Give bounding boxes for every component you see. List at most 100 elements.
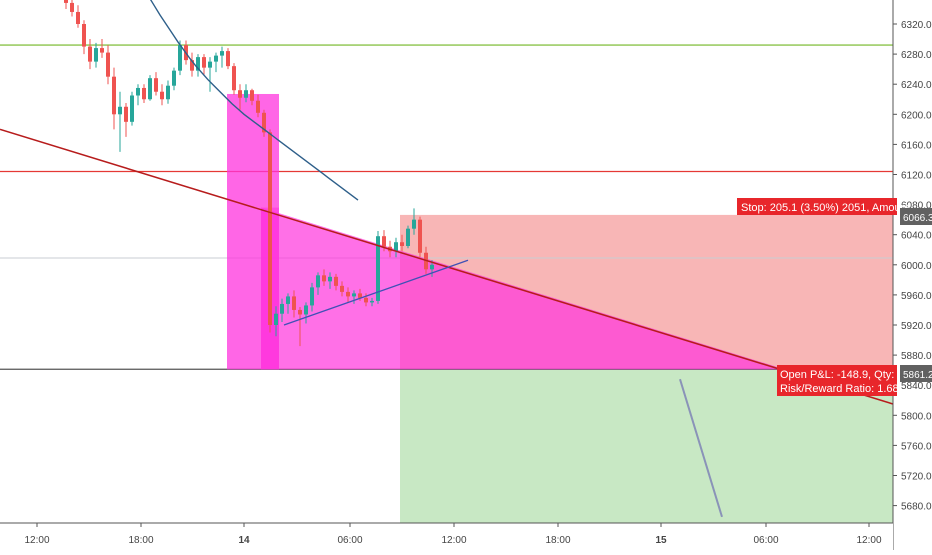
candle-body bbox=[340, 285, 344, 292]
x-tick-label: 15 bbox=[655, 535, 667, 546]
candle-body bbox=[70, 2, 74, 12]
candle-body bbox=[220, 51, 224, 56]
candle-body bbox=[244, 90, 248, 98]
candle-body bbox=[214, 55, 218, 62]
candle-body bbox=[250, 90, 254, 101]
candle-body bbox=[418, 219, 422, 253]
candle-body bbox=[400, 242, 404, 246]
candle-body bbox=[238, 90, 242, 98]
stop-label: Stop: 205.1 (3.50%) 2051, Amount bbox=[741, 202, 910, 214]
y-axis-background bbox=[893, 0, 932, 550]
candle-body bbox=[190, 60, 194, 71]
candle-body bbox=[88, 46, 92, 62]
candle-body bbox=[232, 66, 236, 91]
candle-body bbox=[406, 228, 410, 246]
candle-body bbox=[178, 45, 182, 71]
candle-body bbox=[268, 132, 272, 325]
candle-body bbox=[100, 48, 104, 53]
downtrend-line bbox=[0, 128, 894, 405]
entry-price-badge bbox=[900, 365, 932, 382]
candle-body bbox=[142, 87, 146, 100]
candle-body bbox=[196, 57, 200, 71]
x-tick-label: 14 bbox=[238, 535, 250, 546]
y-tick-label: 5920.0 bbox=[901, 321, 932, 332]
y-tick-label: 6320.0 bbox=[901, 20, 932, 31]
candle-body bbox=[154, 78, 158, 92]
candle-body bbox=[76, 11, 80, 24]
rr-label: Risk/Reward Ratio: 1.68 bbox=[780, 383, 899, 395]
support-line bbox=[283, 259, 469, 326]
x-tick-label: 06:00 bbox=[753, 535, 778, 546]
candle-body bbox=[262, 112, 266, 133]
candle-body bbox=[328, 276, 332, 282]
candle-body bbox=[118, 106, 122, 115]
candle-body bbox=[370, 300, 374, 303]
candle-body bbox=[352, 293, 356, 297]
stop-price-badge bbox=[900, 208, 932, 225]
x-tick-label: 18:00 bbox=[545, 535, 570, 546]
candle-body bbox=[310, 287, 314, 306]
candle-body bbox=[286, 296, 290, 304]
candle-body bbox=[160, 91, 164, 100]
candle-body bbox=[298, 309, 302, 315]
y-tick-label: 6000.0 bbox=[901, 261, 932, 272]
candle-body bbox=[334, 276, 338, 286]
y-tick-label: 5960.0 bbox=[901, 291, 932, 302]
y-tick-label: 5800.0 bbox=[901, 411, 932, 422]
candle-body bbox=[94, 48, 98, 62]
candle-body bbox=[166, 85, 170, 100]
y-tick-label: 5880.0 bbox=[901, 351, 932, 362]
stop-price-label: 6066.3 bbox=[903, 213, 932, 224]
stop-label-box bbox=[737, 198, 897, 215]
candle-body bbox=[322, 275, 326, 282]
candle-body bbox=[316, 275, 320, 288]
candle-body bbox=[256, 100, 260, 113]
y-tick-label: 6240.0 bbox=[901, 80, 932, 91]
pnl-label: Open P&L: -148.9, Qty: 1 bbox=[780, 369, 904, 381]
moving-average-line bbox=[149, 0, 359, 201]
candle-body bbox=[376, 236, 380, 301]
candle-body bbox=[364, 297, 368, 303]
candle-body bbox=[304, 305, 308, 315]
candle-body bbox=[346, 291, 350, 297]
candle-body bbox=[430, 264, 434, 270]
y-tick-label: 5760.0 bbox=[901, 441, 932, 452]
candle-body bbox=[358, 293, 362, 298]
projection-line bbox=[679, 378, 723, 518]
candle-body bbox=[202, 57, 206, 68]
y-tick-label: 6040.0 bbox=[901, 231, 932, 242]
candle-body bbox=[64, 0, 68, 3]
x-tick-label: 12:00 bbox=[441, 535, 466, 546]
candle-body bbox=[136, 87, 140, 96]
candle-body bbox=[112, 76, 116, 115]
candle-body bbox=[226, 51, 230, 67]
candle-body bbox=[106, 52, 110, 77]
y-tick-label: 6280.0 bbox=[901, 50, 932, 61]
candle-body bbox=[124, 106, 128, 122]
candle-body bbox=[208, 61, 212, 68]
candle-body bbox=[148, 78, 152, 100]
magenta-triangle bbox=[261, 207, 785, 370]
candle-body bbox=[274, 313, 278, 325]
x-axis-background bbox=[0, 523, 893, 550]
pnl-label-box bbox=[777, 365, 897, 396]
candle-body bbox=[130, 95, 134, 122]
x-tick-label: 06:00 bbox=[337, 535, 362, 546]
x-tick-label: 12:00 bbox=[24, 535, 49, 546]
y-tick-label: 5840.0 bbox=[901, 381, 932, 392]
y-tick-label: 6160.0 bbox=[901, 140, 932, 151]
y-tick-label: 6120.0 bbox=[901, 171, 932, 182]
candle-body bbox=[382, 236, 386, 247]
y-tick-label: 6080.0 bbox=[901, 201, 932, 212]
candle-body bbox=[280, 303, 284, 314]
candle-body bbox=[394, 242, 398, 252]
candle-body bbox=[82, 24, 86, 47]
y-tick-label: 5680.0 bbox=[901, 502, 932, 513]
candle-body bbox=[172, 70, 176, 86]
x-tick-label: 18:00 bbox=[128, 535, 153, 546]
candle-body bbox=[292, 296, 296, 310]
y-tick-label: 5720.0 bbox=[901, 472, 932, 483]
candle-body bbox=[412, 219, 416, 229]
